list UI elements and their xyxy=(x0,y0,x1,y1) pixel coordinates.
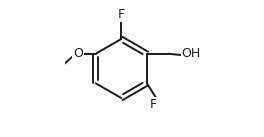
Text: F: F xyxy=(150,98,157,111)
Text: OH: OH xyxy=(182,47,201,60)
Text: O: O xyxy=(73,47,83,60)
Text: F: F xyxy=(118,8,125,21)
